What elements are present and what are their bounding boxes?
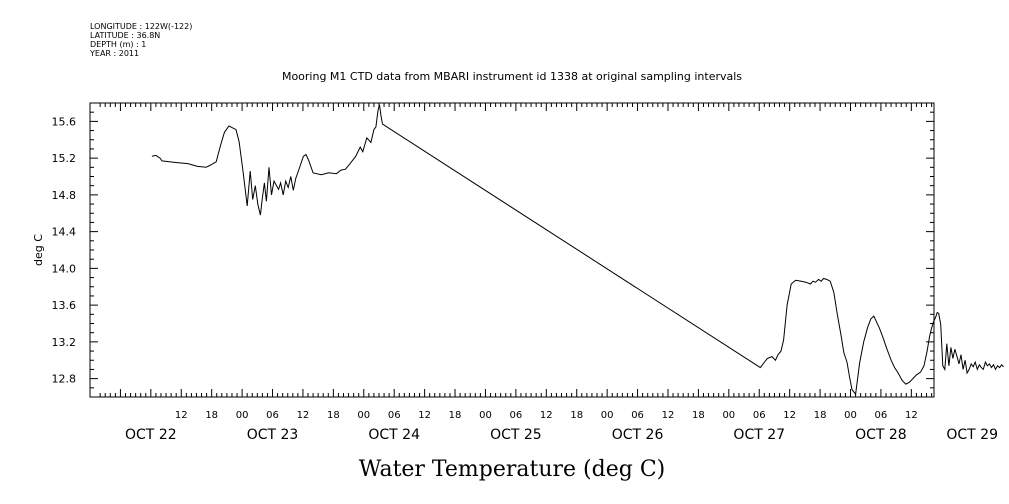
x-hour-label: 12 — [297, 410, 310, 421]
x-day-label: OCT 25 — [490, 427, 542, 443]
x-hour-label: 06 — [388, 410, 401, 421]
x-hour-label: 12 — [905, 410, 918, 421]
meta-depth: DEPTH (m) : 1 — [90, 40, 146, 49]
x-hour-label: 18 — [449, 410, 462, 421]
x-hour-label: 12 — [662, 410, 675, 421]
chart-title: Mooring M1 CTD data from MBARI instrumen… — [282, 70, 742, 83]
meta-latitude: LATITUDE : 36.8N — [90, 31, 160, 40]
y-tick-label: 12.8 — [52, 373, 77, 386]
x-day-label: OCT 26 — [612, 427, 664, 443]
x-hour-label: 00 — [236, 410, 249, 421]
plot-frame — [89, 102, 935, 398]
y-tick-label: 15.2 — [52, 152, 77, 165]
meta-longitude: LONGITUDE : 122W(-122) — [90, 22, 192, 31]
x-hour-label: 06 — [875, 410, 888, 421]
x-hour-label: 06 — [753, 410, 766, 421]
x-day-label: OCT 28 — [855, 427, 907, 443]
x-day-label: OCT 27 — [733, 427, 785, 443]
x-hour-label: 18 — [205, 410, 218, 421]
x-hour-label: 06 — [266, 410, 279, 421]
y-axis-label: deg C — [32, 234, 45, 266]
x-hour-label: 12 — [175, 410, 188, 421]
x-hour-label: 00 — [722, 410, 735, 421]
y-axis: 12.8 13.2 13.6 14.0 14.4 14.8 15.2 15.6 — [52, 111, 934, 389]
x-hour-label: 00 — [479, 410, 492, 421]
x-axis-title: Water Temperature (deg C) — [359, 457, 666, 482]
y-tick-label: 14.8 — [52, 189, 77, 202]
x-day-label: OCT 23 — [247, 427, 299, 443]
x-hour-label: 06 — [631, 410, 644, 421]
x-hour-label: 06 — [510, 410, 523, 421]
x-hour-label: 18 — [570, 410, 583, 421]
y-tick-label: 13.2 — [52, 336, 77, 349]
x-day-label: OCT 24 — [368, 427, 420, 443]
x-hour-label: 18 — [327, 410, 340, 421]
x-hour-label: 18 — [814, 410, 827, 421]
y-tick-label: 14.0 — [52, 262, 77, 275]
x-day-label: OCT 29 — [946, 427, 998, 443]
meta-year: YEAR : 2011 — [89, 49, 139, 58]
y-tick-label: 15.6 — [52, 115, 77, 128]
x-hour-label: 12 — [783, 410, 796, 421]
x-day-label: OCT 22 — [125, 427, 177, 443]
x-hour-label: 00 — [357, 410, 370, 421]
metadata-block: LONGITUDE : 122W(-122) LATITUDE : 36.8N … — [89, 22, 192, 58]
y-tick-label: 14.4 — [52, 226, 77, 239]
series-group — [151, 104, 1004, 396]
x-hour-label: 12 — [540, 410, 553, 421]
x-hour-label: 00 — [844, 410, 857, 421]
series-line — [151, 104, 1004, 396]
x-hour-label: 00 — [601, 410, 614, 421]
x-hour-label: 18 — [692, 410, 705, 421]
y-tick-label: 13.6 — [52, 299, 77, 312]
x-axis: 12 18 00 06 12 18 00 06 12 18 00 06 12 18 00 06 12 18 00 06… — [99, 103, 998, 443]
x-hour-label: 12 — [418, 410, 431, 421]
